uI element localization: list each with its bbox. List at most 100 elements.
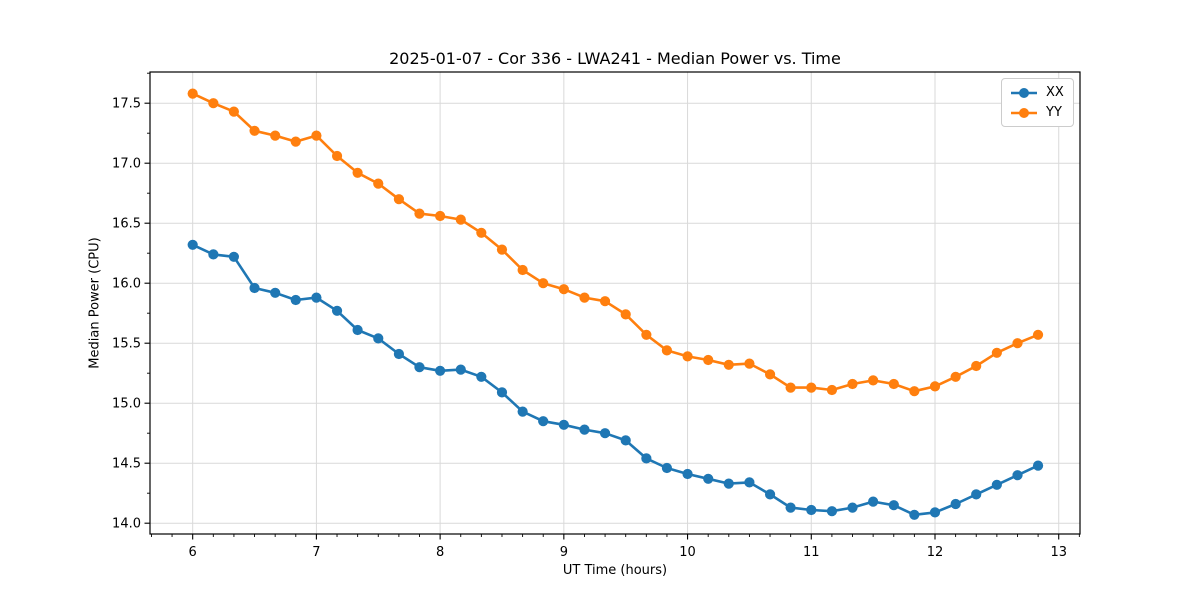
data-point-yy [1012,338,1023,349]
data-point-yy [352,167,363,178]
data-point-yy [435,210,446,222]
data-point-xx [909,509,920,520]
data-point-xx [661,462,673,474]
legend-item-yy: YY [1009,104,1064,121]
y-tick-label: 15.0 [112,397,141,412]
data-point-yy [764,369,776,380]
data-point-xx [785,502,796,513]
data-point-xx [228,251,239,262]
data-point-yy [393,194,405,205]
axes-box [149,71,1081,535]
data-point-yy [538,278,549,289]
data-point-yy [806,382,817,393]
data-point-xx [929,507,941,518]
legend-line-xx-icon [1011,87,1037,98]
legend-line-yy-icon [1011,107,1037,118]
data-point-xx [1032,460,1044,471]
data-point-xx [352,324,363,336]
data-point-xx [806,504,817,516]
data-point-yy [496,244,508,255]
data-point-xx [187,239,198,250]
y-tick-label: 14.0 [112,517,141,532]
data-point-yy [950,371,961,382]
data-point-yy [971,360,982,372]
chart-title: 2025-01-07 - Cor 336 - LWA241 - Median P… [389,49,841,68]
data-point-xx [331,305,343,316]
y-tick-label: 17.5 [112,97,141,112]
data-point-xx [393,348,405,360]
data-point-xx [579,424,590,435]
data-point-xx [1012,470,1023,481]
data-point-yy [641,329,652,340]
data-point-xx [414,362,425,373]
data-point-xx [455,364,466,375]
data-point-yy [579,292,590,303]
data-point-xx [971,489,982,500]
x-tick-label: 12 [927,545,944,560]
legend-label-xx: XX [1046,85,1064,100]
series-line-xx [191,243,1040,517]
data-point-xx [868,496,879,507]
data-point-yy [599,296,611,307]
legend-label-yy: YY [1046,105,1062,120]
x-tick-label: 7 [312,545,320,560]
y-tick-label: 14.5 [112,457,141,472]
data-point-yy [558,284,569,295]
data-point-yy [785,382,796,393]
y-tick-label: 16.0 [112,277,141,292]
data-point-yy [414,208,425,219]
data-point-yy [682,351,693,362]
data-point-xx [744,477,755,488]
data-point-yy [847,378,858,390]
legend: XX YY [1001,78,1074,127]
y-tick-label: 16.5 [112,217,141,232]
data-point-yy [270,130,281,141]
data-point-yy [620,309,631,320]
data-point-xx [373,333,384,344]
x-tick-label: 6 [189,545,197,560]
data-point-yy [517,264,528,276]
data-point-xx [538,416,549,427]
data-point-xx [620,435,631,446]
data-point-xx [270,287,281,298]
data-point-yy [744,358,755,369]
data-point-yy [723,359,734,370]
data-point-yy [311,130,322,141]
data-point-xx [888,500,899,511]
x-tick-label: 13 [1050,545,1067,560]
data-point-yy [373,178,384,189]
data-point-yy [476,227,487,238]
x-axis-label: UT Time (hours) [562,563,668,578]
y-axis-label: Median Power (CPU) [87,237,103,369]
data-point-xx [826,506,838,517]
data-point-xx [641,453,652,464]
x-tick-label: 10 [679,545,696,560]
data-point-yy [455,214,466,225]
data-point-xx [496,387,508,398]
x-tick-label: 11 [803,545,820,560]
x-tick-label: 8 [436,545,444,560]
data-point-yy [909,386,920,397]
data-point-yy [331,150,343,162]
y-tick-label: 17.0 [112,157,141,172]
data-point-xx [290,294,301,306]
data-point-yy [290,136,301,147]
data-point-yy [703,354,714,366]
data-point-xx [703,473,714,484]
data-point-xx [476,371,487,382]
data-point-xx [950,498,961,510]
data-point-yy [661,345,673,356]
data-point-yy [187,88,198,99]
data-point-xx [311,292,322,303]
data-point-xx [991,479,1002,490]
data-point-yy [868,375,879,386]
data-point-xx [847,502,858,513]
data-point-xx [517,406,528,417]
data-point-yy [991,347,1002,358]
data-point-yy [888,378,899,390]
data-point-yy [1032,329,1044,340]
legend-item-xx: XX [1009,84,1064,101]
data-point-xx [558,419,569,430]
